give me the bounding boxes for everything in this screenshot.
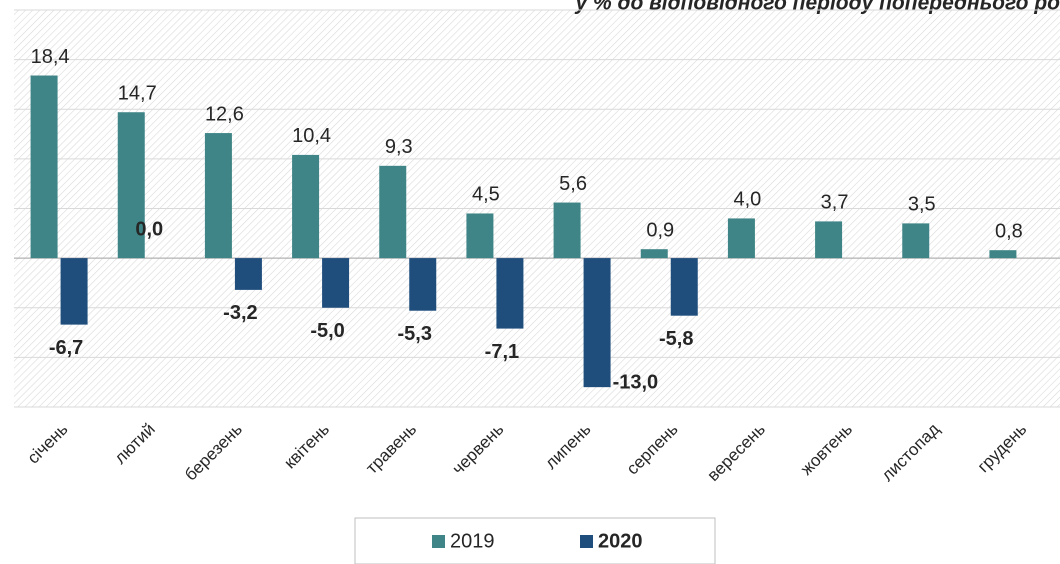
x-tick-label: березень: [181, 419, 246, 484]
bar: [292, 154, 320, 259]
data-label: 18,4: [31, 46, 70, 68]
legend-label: 2020: [598, 530, 643, 552]
bar: [670, 258, 698, 316]
bar: [902, 223, 930, 259]
bar: [117, 112, 145, 259]
data-label: -3,2: [223, 302, 257, 324]
data-label: 3,5: [908, 194, 936, 216]
x-tick-label: квітень: [280, 419, 333, 472]
data-label: 14,7: [118, 83, 157, 105]
data-label: -5,8: [659, 328, 693, 350]
bar: [379, 165, 407, 259]
x-tick-label: травень: [362, 419, 420, 477]
data-label: 4,5: [472, 184, 500, 206]
bar: [640, 249, 668, 259]
x-tick-label: липень: [541, 419, 594, 472]
x-tick-label: січень: [24, 419, 72, 467]
x-tick-label: лютий: [111, 420, 159, 468]
data-label: 0,9: [646, 219, 674, 241]
x-tick-label: грудень: [974, 419, 1031, 476]
data-label: 9,3: [385, 136, 413, 158]
bar: [815, 221, 843, 259]
legend-swatch: [432, 535, 445, 548]
data-label: 12,6: [205, 103, 244, 125]
legend-box: [354, 517, 716, 564]
data-label: -7,1: [485, 341, 519, 363]
bar: [30, 75, 58, 259]
bar: [60, 258, 88, 325]
x-tick-label: червень: [449, 419, 508, 478]
x-tick-label: вересень: [704, 419, 769, 484]
legend-label: 2019: [450, 530, 495, 552]
data-label: 3,7: [821, 192, 849, 214]
bar: [409, 258, 437, 311]
bar: [496, 258, 524, 329]
x-tick-label: серпень: [623, 419, 682, 478]
bar: [322, 258, 350, 308]
data-label: 0,0: [135, 218, 163, 240]
data-label: 0,8: [995, 220, 1023, 242]
data-label: -5,3: [398, 323, 432, 345]
bar: [204, 133, 232, 259]
chart-title: у % до відповідного періоду попереднього…: [574, 0, 1060, 15]
data-label: -6,7: [49, 337, 83, 359]
x-tick-label: жовтень: [797, 419, 856, 478]
data-label: -5,0: [310, 320, 344, 342]
data-label: 5,6: [559, 173, 587, 195]
bar: [583, 258, 611, 388]
bar: [553, 202, 581, 259]
bar: [727, 218, 755, 259]
bar: [466, 213, 494, 259]
data-label: 10,4: [292, 125, 331, 147]
bar: [234, 258, 262, 290]
x-tick-label: листопад: [878, 420, 943, 485]
data-label: 4,0: [734, 189, 762, 211]
data-label: -13,0: [613, 371, 659, 393]
legend-swatch: [580, 535, 593, 548]
bar: [989, 250, 1017, 259]
